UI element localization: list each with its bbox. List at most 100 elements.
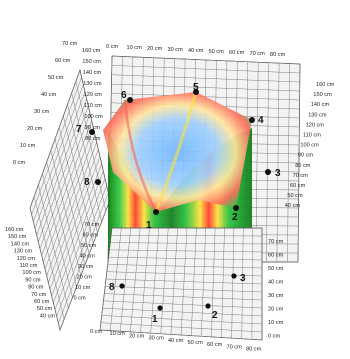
- right-upper-axis-tick: 130 cm: [308, 112, 327, 118]
- vertex-dot[interactable]: [265, 169, 271, 175]
- top-axis-tick: 40 cm: [188, 48, 204, 54]
- inner-front-axis-tick: 30 cm: [78, 264, 94, 270]
- right-upper-axis-tick: 80 cm: [295, 163, 311, 169]
- right-upper-axis-tick: 100 cm: [300, 143, 319, 149]
- bottom-axis-tick: 80 cm: [246, 347, 262, 353]
- top-axis-tick: 60 cm: [229, 50, 245, 56]
- right-upper-axis-tick: 120 cm: [306, 122, 325, 128]
- inner-front-axis-tick: 10 cm: [75, 285, 91, 291]
- vertex-dot[interactable]: [157, 305, 163, 311]
- inner-back-axis-tick: 100 cm: [84, 114, 103, 120]
- right-lower-axis-tick: 60 cm: [268, 253, 284, 259]
- inner-back-axis-tick: 150 cm: [82, 59, 101, 65]
- inner-back-axis-tick: 160 cm: [82, 48, 101, 54]
- left-lower-axis-tick: 120 cm: [17, 256, 36, 262]
- inner-back-axis-tick: 130 cm: [83, 81, 102, 87]
- vertex-dot[interactable]: [95, 179, 101, 185]
- vertex-label: 4: [258, 115, 264, 126]
- bottom-axis-tick: 20 cm: [129, 333, 145, 339]
- right-upper-axis-tick: 140 cm: [311, 102, 330, 108]
- left-lower-axis-tick: 150 cm: [8, 234, 27, 240]
- right-upper-axis-tick: 110 cm: [303, 133, 321, 139]
- grid-left-side: [29, 68, 111, 332]
- left-upper-axis-tick: 0 cm: [13, 160, 25, 166]
- bottom-axis-tick: 50 cm: [188, 340, 204, 346]
- left-upper-axis-tick: 60 cm: [55, 58, 71, 64]
- top-axis-tick: 30 cm: [168, 47, 184, 53]
- right-upper-axis-tick: 150 cm: [313, 92, 332, 98]
- grid-bottom-front-frame: [99, 227, 263, 341]
- bottom-axis-tick: 70 cm: [227, 344, 243, 350]
- bottom-axis-tick: 40 cm: [168, 338, 184, 344]
- left-upper-axis-tick: 70 cm: [62, 41, 78, 47]
- top-axis-tick: 80 cm: [270, 52, 286, 58]
- top-axis-tick: 50 cm: [209, 49, 225, 55]
- vertex-dot[interactable]: [205, 303, 211, 309]
- top-axis-tick: 10 cm: [127, 45, 143, 51]
- bottom-axis-tick: 60 cm: [207, 342, 223, 348]
- vertex-label: 6: [121, 90, 127, 101]
- left-lower-axis-tick: 60 cm: [34, 299, 50, 305]
- inner-front-axis-tick: 40 cm: [80, 254, 96, 260]
- inner-back-axis-tick: 90 cm: [85, 125, 101, 131]
- right-upper-axis-tick: 50 cm: [287, 193, 303, 199]
- vertex-dot[interactable]: [233, 205, 239, 211]
- vertex-label: 3: [240, 273, 246, 284]
- right-lower-axis-tick: 0 cm: [268, 334, 280, 340]
- right-upper-axis-tick: 40 cm: [285, 203, 301, 209]
- vertex-dot[interactable]: [89, 129, 95, 135]
- right-upper-axis-tick: 160 cm: [316, 82, 335, 88]
- vertex-label: 1: [152, 314, 158, 325]
- vertex-dot[interactable]: [119, 283, 125, 289]
- inner-front-axis-tick: 50 cm: [81, 243, 97, 249]
- vertex-dot[interactable]: [249, 117, 255, 123]
- left-upper-axis-tick: 50 cm: [48, 75, 64, 81]
- left-lower-axis-tick: 90 cm: [25, 277, 41, 283]
- bottom-axis-tick: 30 cm: [149, 336, 165, 342]
- front-grids: [99, 227, 263, 341]
- top-axis-tick: 20 cm: [147, 46, 163, 52]
- left-lower-axis-tick: 40 cm: [40, 313, 56, 319]
- vertex-label: 8: [84, 177, 90, 188]
- left-upper-axis-tick: 30 cm: [34, 109, 50, 115]
- vertex-label: 3: [275, 168, 281, 179]
- inner-back-axis-tick: 120 cm: [84, 92, 103, 98]
- right-lower-axis-tick: 70 cm: [268, 239, 284, 245]
- left-upper-axis-tick: 20 cm: [27, 126, 43, 132]
- vertex-dot[interactable]: [153, 209, 159, 215]
- left-lower-axis-tick: 100 cm: [22, 270, 41, 276]
- vertex-label: 2: [212, 310, 218, 321]
- left-lower-axis-tick: 140 cm: [11, 241, 30, 247]
- vertex-dot[interactable]: [231, 273, 237, 279]
- left-upper-axis-tick: 10 cm: [20, 143, 36, 149]
- inner-back-axis-tick: 80 cm: [85, 136, 101, 142]
- top-axis-tick: 0 cm: [106, 44, 118, 50]
- right-upper-axis-tick: 70 cm: [293, 173, 309, 179]
- right-lower-axis-tick: 40 cm: [268, 280, 284, 286]
- left-lower-axis-tick: 70 cm: [31, 292, 47, 298]
- left-lower-axis-tick: 130 cm: [14, 249, 33, 255]
- vertex-markers: 1 2 3 4 5 6 7 8 1 2 3 8: [76, 82, 281, 325]
- vertex-label: 5: [193, 82, 199, 93]
- vertex-dot[interactable]: [193, 89, 199, 95]
- grid-bottom-front: [99, 227, 263, 341]
- right-lower-axis-tick: 10 cm: [268, 320, 284, 326]
- left-lower-axis-tick: 80 cm: [28, 285, 44, 291]
- axis-labels: 0 cm 10 cm 20 cm 30 cm 40 cm 50 cm 60 cm 70 cm 8…: [5, 41, 335, 353]
- left-lower-axis-tick: 110 cm: [20, 263, 38, 269]
- right-upper-axis-tick: 60 cm: [290, 183, 306, 189]
- inner-back-axis-tick: 110 cm: [84, 103, 102, 109]
- left-upper-axis-tick: 40 cm: [41, 92, 57, 98]
- inner-front-axis-tick: 60 cm: [83, 233, 99, 239]
- inner-front-axis-tick: 0 cm: [74, 296, 86, 302]
- right-lower-axis-tick: 30 cm: [268, 293, 284, 299]
- vertex-label: 8: [109, 282, 115, 293]
- vertex-label: 2: [232, 212, 238, 223]
- inner-back-axis-tick: 140 cm: [83, 70, 102, 76]
- vertex-dot[interactable]: [127, 97, 133, 103]
- left-lower-axis-tick: 50 cm: [37, 306, 53, 312]
- inner-front-axis-tick: 20 cm: [77, 275, 93, 281]
- bottom-axis-tick: 0 cm: [90, 329, 102, 335]
